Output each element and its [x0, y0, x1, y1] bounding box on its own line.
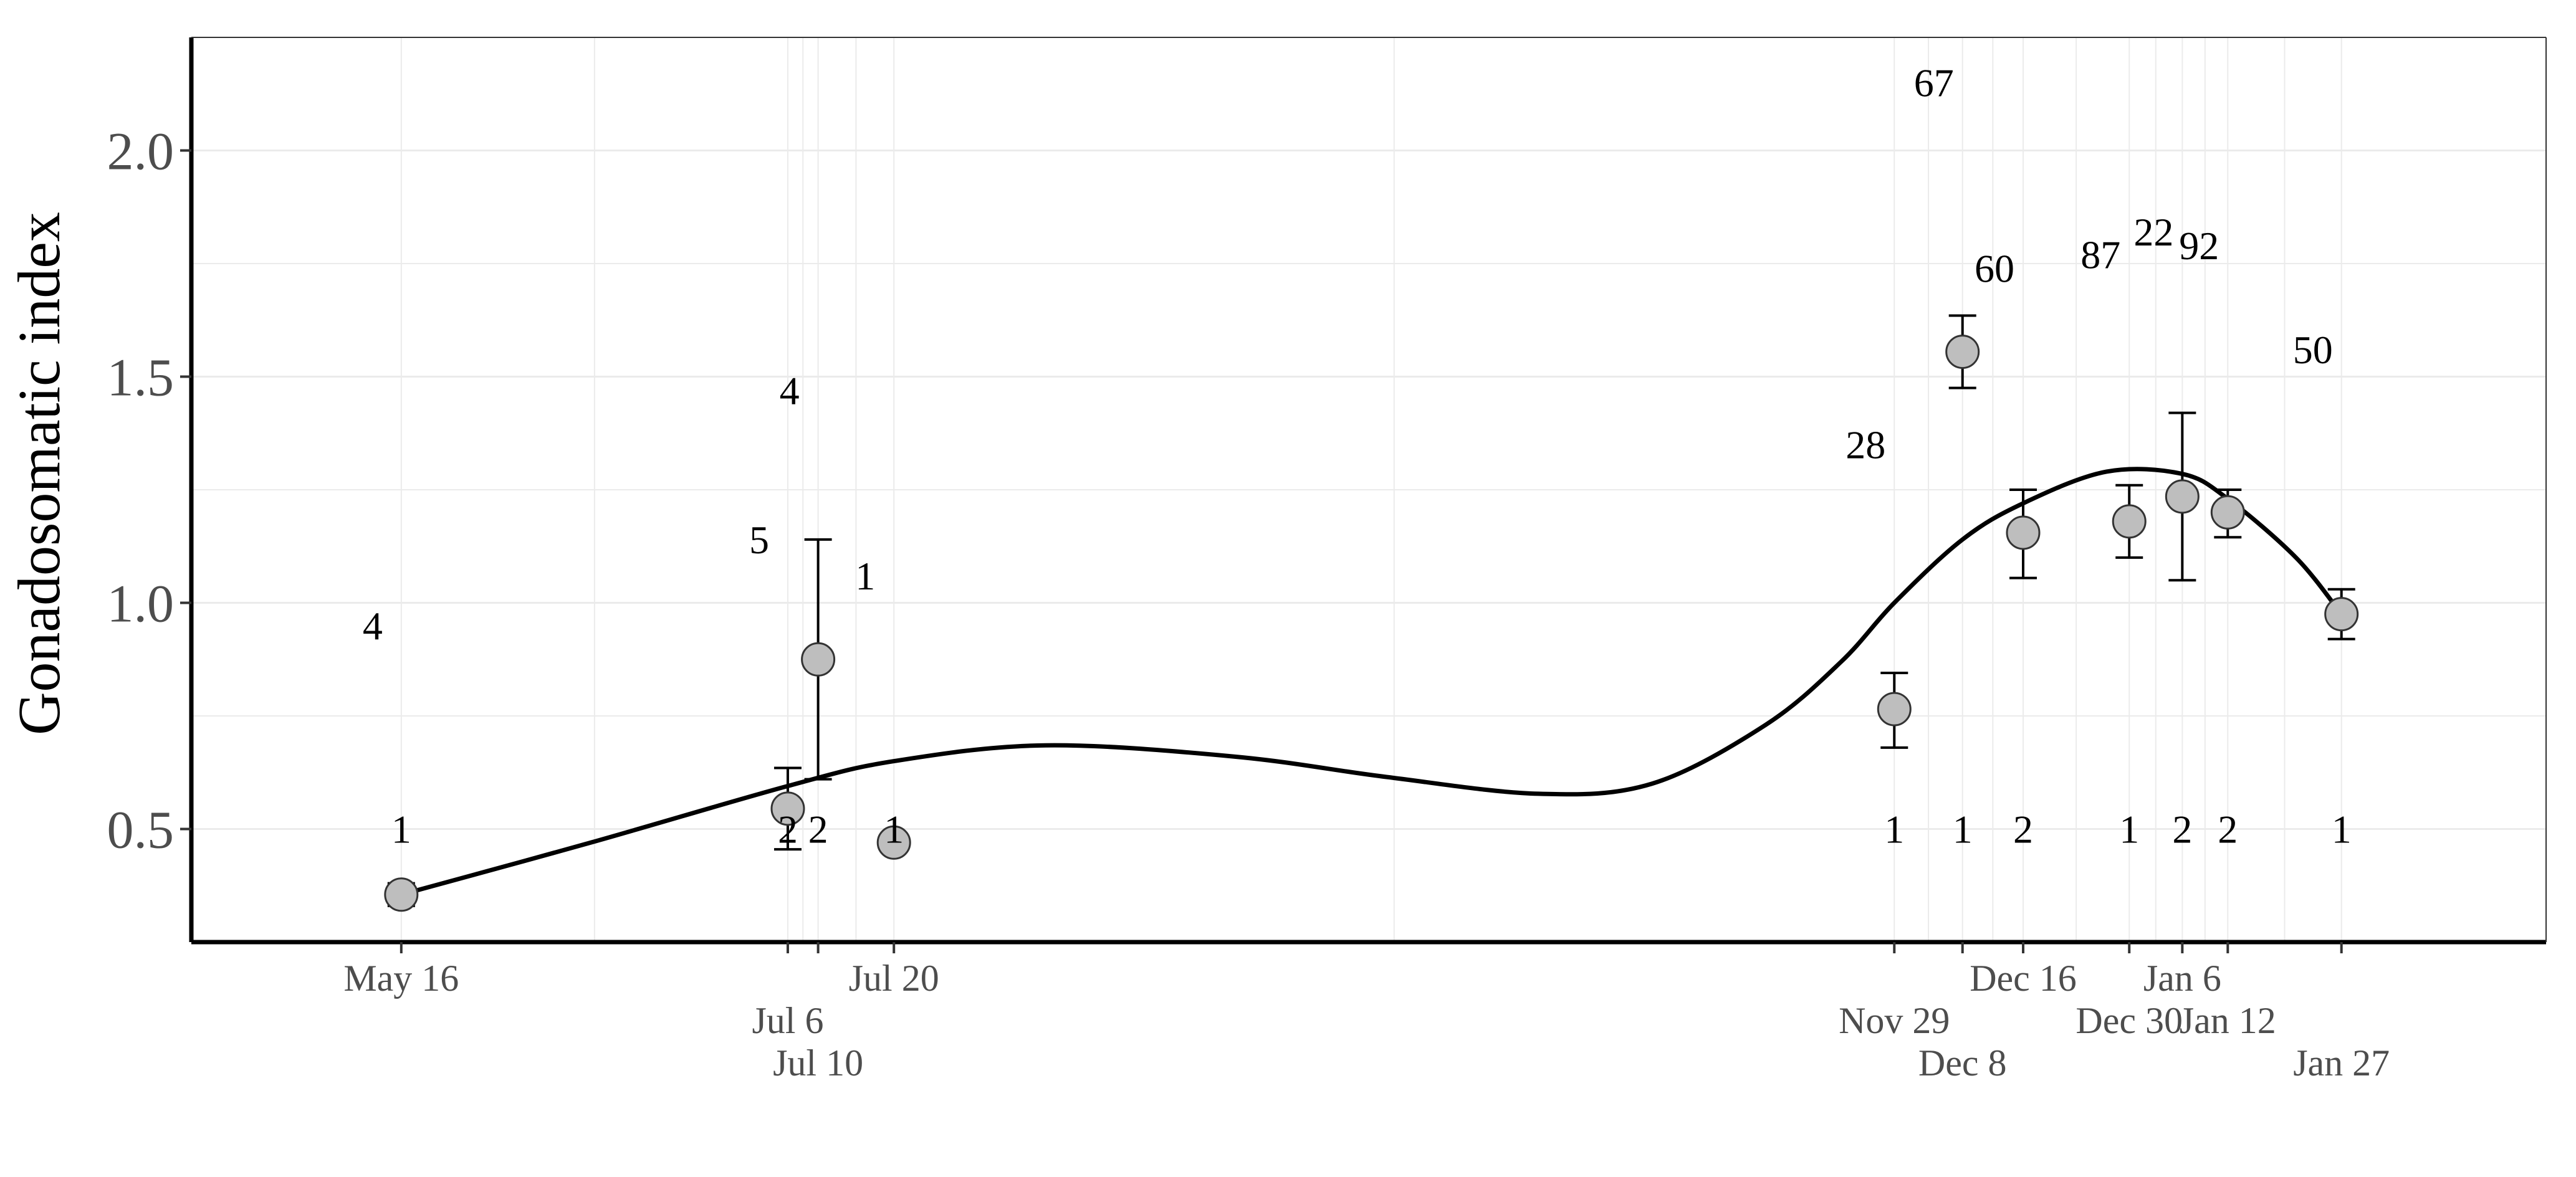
- bottom-count-label: 1: [1884, 808, 1904, 852]
- data-point: [801, 642, 836, 677]
- y-tick-labels: 0.5 1.0 1.5 2.0: [107, 122, 191, 860]
- x-tick-label: Nov 29: [1839, 1000, 1950, 1041]
- data-point: [2165, 479, 2200, 514]
- data-point: [2210, 495, 2245, 530]
- data-point: [1877, 692, 1912, 727]
- y-tick-label: 2.0: [107, 122, 175, 181]
- data-point: [876, 825, 911, 860]
- x-tick-label: Jan 12: [2180, 1000, 2276, 1041]
- top-count-label: 60: [1975, 246, 2014, 290]
- data-point: [2006, 515, 2041, 550]
- bottom-count-label: 2: [2013, 808, 2033, 852]
- x-tick-label: Dec 8: [1918, 1042, 2007, 1084]
- top-count-label: 50: [2293, 328, 2333, 372]
- bottom-count-label: 2: [2172, 808, 2192, 852]
- top-count-label: 4: [780, 368, 800, 412]
- y-tick-label: 0.5: [107, 800, 175, 860]
- smooth-curve-layer: [400, 467, 2344, 897]
- x-tick-label: Jul 6: [752, 1000, 823, 1041]
- bottom-count-label: 1: [2332, 808, 2352, 852]
- top-count-label: 67: [1914, 61, 1954, 105]
- bottom-count-label: 2: [808, 808, 828, 852]
- data-point-layer: [384, 335, 2359, 912]
- top-count-label: 4: [363, 604, 383, 648]
- top-count-label: 22: [2133, 210, 2173, 254]
- top-count-label: 5: [749, 518, 769, 562]
- x-tick-label: May 16: [343, 958, 459, 999]
- bottom-count-label: 1: [1953, 808, 1973, 852]
- y-tick-label: 1.5: [107, 348, 175, 407]
- y-axis-title: Gonadosomatic index: [6, 212, 72, 735]
- data-point: [770, 791, 805, 826]
- top-count-label: 1: [855, 554, 875, 598]
- bottom-count-label: 1: [884, 808, 904, 852]
- bottom-count-label: 2: [2218, 808, 2238, 852]
- data-point: [384, 877, 419, 912]
- axes: [189, 37, 2547, 945]
- x-tick-label: Jul 20: [849, 958, 939, 999]
- data-point: [1945, 335, 1980, 369]
- data-point: [2112, 504, 2147, 539]
- x-tick-label: Jan 27: [2293, 1042, 2390, 1084]
- top-count-label: 87: [2080, 232, 2120, 277]
- x-tick-label: Jan 6: [2143, 958, 2221, 999]
- bottom-count-label: 1: [2119, 808, 2139, 852]
- x-tick-label: Jul 10: [773, 1042, 863, 1084]
- bottom-count-label: 1: [391, 808, 411, 852]
- x-tick-label: Dec 16: [1970, 958, 2077, 999]
- top-count-label: 92: [2179, 224, 2219, 268]
- smooth-curve: [400, 467, 2344, 897]
- bottom-count-label: 2: [778, 808, 798, 852]
- x-tick-label: Dec 30: [2076, 1000, 2183, 1041]
- data-point: [2324, 597, 2359, 632]
- top-count-label: 28: [1846, 422, 1885, 467]
- y-tick-label: 1.0: [107, 574, 175, 634]
